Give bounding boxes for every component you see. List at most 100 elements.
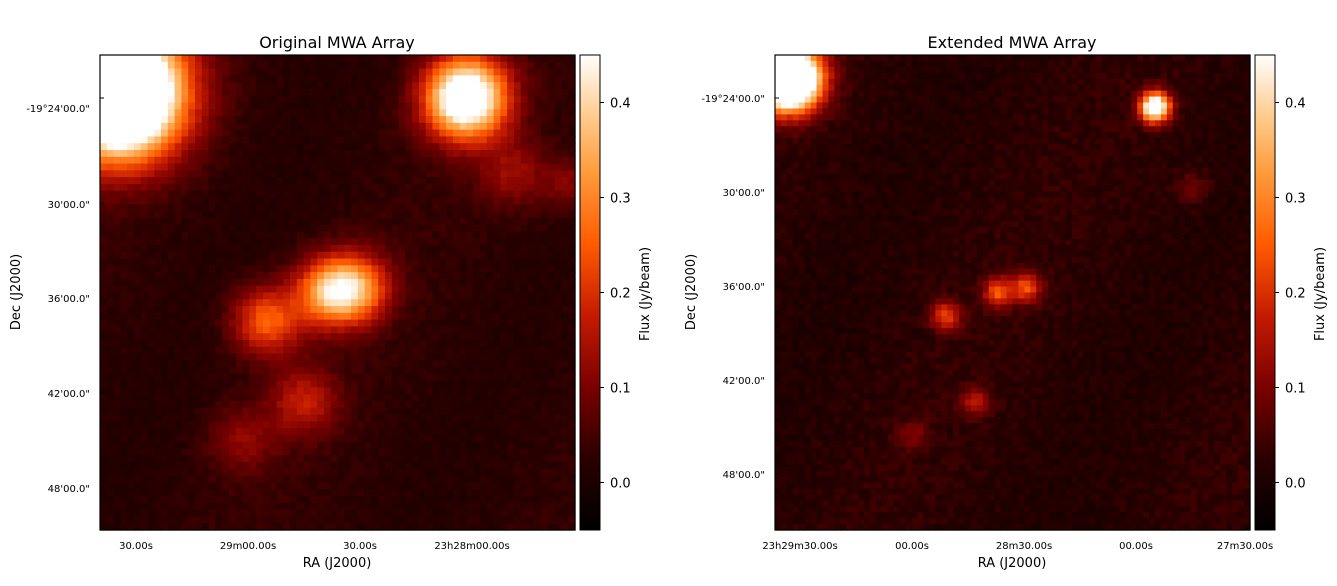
heatmap-cell [263,442,270,449]
heatmap-cell [127,204,134,211]
heatmap-cell [433,75,440,82]
heatmap-cell [317,62,324,69]
heatmap-cell [344,381,351,388]
heatmap-cell [351,415,358,422]
heatmap-cell [561,286,568,293]
heatmap-cell [107,421,114,428]
heatmap-cell [256,401,263,408]
heatmap-cell [419,455,426,462]
heatmap-cell [209,326,216,333]
heatmap-cell [317,143,324,150]
heatmap-cell [168,469,175,476]
heatmap-cell [534,245,541,252]
heatmap-cell [276,191,283,198]
heatmap-cell [229,428,236,435]
heatmap-cell [439,306,446,313]
heatmap-cell [487,421,494,428]
heatmap-cell [521,435,528,442]
heatmap-cell [399,374,406,381]
heatmap-cell [534,130,541,137]
heatmap-cell [127,435,134,442]
heatmap-cell [127,340,134,347]
heatmap-cell [161,69,168,76]
heatmap-cell [392,469,399,476]
heatmap-cell [439,503,446,510]
heatmap-cell [154,442,161,449]
heatmap-cell [120,306,127,313]
heatmap-cell [215,75,222,82]
heatmap-cell [297,442,304,449]
heatmap-cell [555,82,562,89]
heatmap-cell [365,170,372,177]
heatmap-cell [297,360,304,367]
heatmap-cell [236,157,243,164]
heatmap-cell [175,130,182,137]
heatmap-cell [555,198,562,205]
heatmap-cell [548,340,555,347]
heatmap-cell [243,55,250,62]
heatmap-cell [290,62,297,69]
heatmap-cell [480,170,487,177]
heatmap-cell [141,265,148,272]
heatmap-cell [290,293,297,300]
heatmap-cell [480,96,487,103]
heatmap-cell [487,333,494,340]
heatmap-cell [127,326,134,333]
heatmap-cell [229,272,236,279]
heatmap-cell [148,347,155,354]
heatmap-cell [236,367,243,374]
heatmap-cell [215,360,222,367]
heatmap-cell [114,218,121,225]
heatmap-cell [426,69,433,76]
heatmap-cell [412,123,419,130]
heatmap-cell [310,408,317,415]
heatmap-cell [114,136,121,143]
heatmap-cell [1155,55,1162,62]
heatmap-cell [487,449,494,456]
heatmap-cell [120,164,127,171]
heatmap-cell [480,272,487,279]
heatmap-cell [534,340,541,347]
heatmap-cell [100,62,107,69]
heatmap-cell [460,136,467,143]
heatmap-cell [134,516,141,523]
heatmap-cell [310,279,317,286]
heatmap-cell [894,55,901,62]
heatmap-cell [473,265,480,272]
heatmap-cell [534,252,541,259]
heatmap-cell [521,150,528,157]
heatmap-cell [514,75,521,82]
heatmap-cell [276,164,283,171]
heatmap-cell [507,62,514,69]
heatmap-cell [276,496,283,503]
heatmap-cell [324,279,331,286]
heatmap-cell [317,469,324,476]
heatmap-cell [385,286,392,293]
heatmap-cell [290,130,297,137]
heatmap-cell [453,442,460,449]
heatmap-cell [270,279,277,286]
heatmap-cell [243,340,250,347]
heatmap-cell [439,96,446,103]
heatmap-cell [276,476,283,483]
heatmap-cell [473,394,480,401]
heatmap-cell [317,503,324,510]
heatmap-cell [412,320,419,327]
heatmap-cell [290,442,297,449]
heatmap-cell [290,483,297,490]
heatmap-cell [243,449,250,456]
heatmap-cell [426,326,433,333]
heatmap-cell [209,455,216,462]
heatmap-cell [371,272,378,279]
colorbar-tick-label: 0.1 [610,382,631,397]
heatmap-cell [222,401,229,408]
heatmap-cell [514,89,521,96]
heatmap-cell [283,381,290,388]
panel-extended: Extended MWA Array -19°24'00.0" 30'00.0"… [684,33,1328,571]
heatmap-cell [324,82,331,89]
heatmap-cell [100,354,107,361]
heatmap-cell [433,170,440,177]
heatmap-cell [209,299,216,306]
heatmap-cell [473,150,480,157]
heatmap-cell [385,109,392,116]
